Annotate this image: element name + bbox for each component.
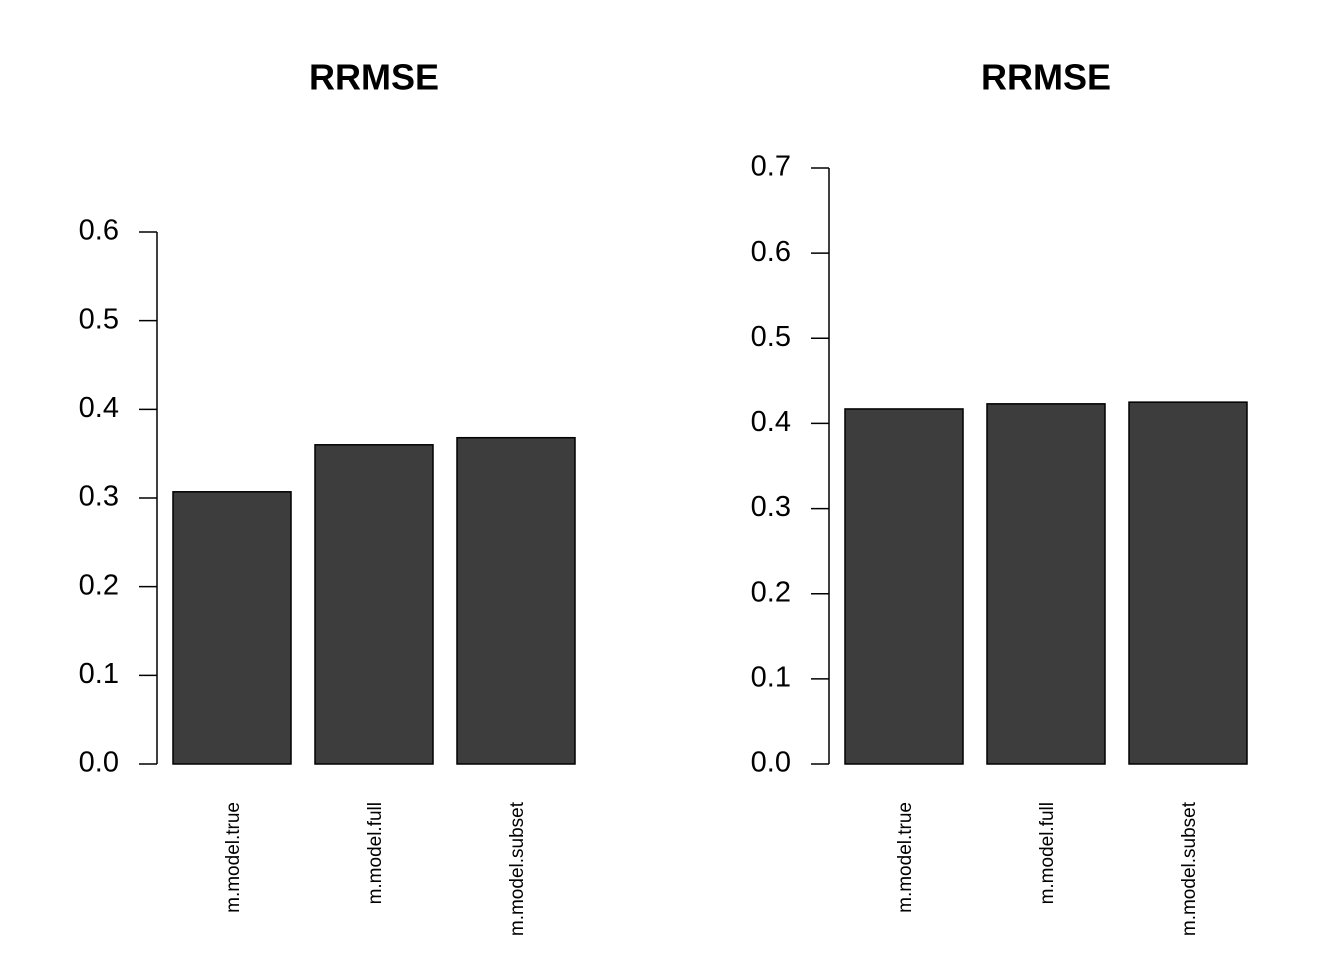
y-tick-label: 0.5 — [751, 321, 791, 353]
bar — [1128, 401, 1248, 765]
y-tick-label: 0.4 — [79, 392, 119, 424]
y-tick-label: 0.1 — [751, 662, 791, 694]
y-tick-label: 0.6 — [751, 236, 791, 268]
y-tick-label: 0.0 — [751, 747, 791, 779]
chart-title: RRMSE — [981, 57, 1111, 98]
x-tick-label: m.model.subset — [507, 801, 528, 936]
chart-title: RRMSE — [309, 57, 439, 98]
x-tick-label: m.model.full — [1037, 802, 1058, 904]
x-tick-label: m.model.full — [365, 802, 386, 904]
bar — [456, 436, 576, 765]
y-tick-label: 0.7 — [751, 151, 791, 183]
x-tick-label: m.model.true — [895, 802, 916, 913]
bar — [172, 491, 292, 765]
y-tick-label: 0.2 — [751, 576, 791, 608]
y-tick-label: 0.3 — [751, 491, 791, 523]
y-tick-label: 0.2 — [79, 569, 119, 601]
x-tick-label: m.model.true — [223, 802, 244, 913]
y-tick-label: 0.1 — [79, 658, 119, 690]
y-tick-label: 0.6 — [79, 215, 119, 247]
y-tick-label: 0.3 — [79, 481, 119, 513]
y-tick-label: 0.4 — [751, 406, 791, 438]
x-tick-label: m.model.subset — [1179, 801, 1200, 936]
bar — [844, 408, 964, 765]
bar — [314, 444, 434, 765]
y-tick-label: 0.0 — [79, 747, 119, 779]
bar — [986, 403, 1106, 765]
y-tick-label: 0.5 — [79, 303, 119, 335]
